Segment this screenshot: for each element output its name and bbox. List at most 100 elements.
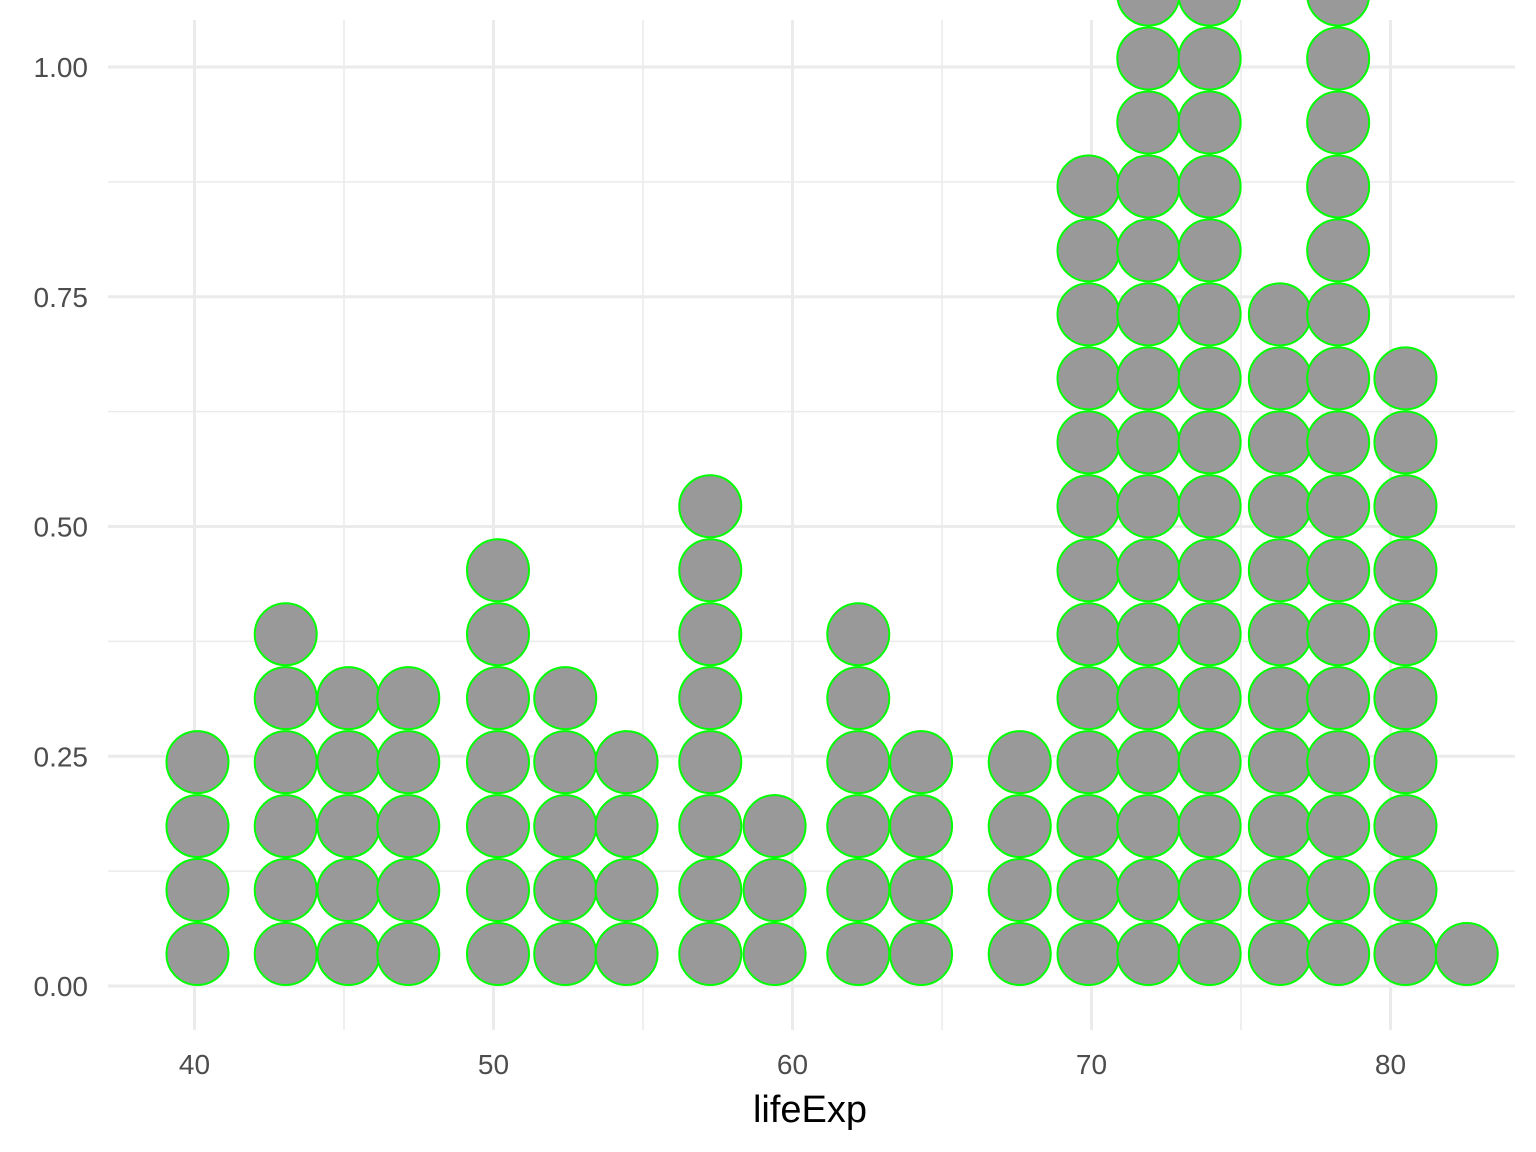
dot-point: [253, 666, 318, 731]
dot-point: [1247, 858, 1312, 923]
dot-point: [987, 730, 1052, 795]
dot-point: [376, 858, 441, 923]
dot-point: [1177, 218, 1242, 283]
dot-point: [316, 730, 381, 795]
dot-point: [1178, 0, 1242, 27]
dot-point: [376, 794, 441, 859]
dot-point: [1306, 794, 1371, 859]
dot-point: [1116, 730, 1181, 795]
dot-point: [465, 922, 530, 987]
dot-point: [1306, 26, 1371, 91]
y-tick-label: 0.75: [34, 282, 89, 313]
x-axis-tick-labels: 40 50 60 70 80: [179, 1049, 1406, 1080]
y-tick-label: 0.25: [34, 741, 89, 772]
dot-point: [465, 538, 530, 603]
dot-point: [1056, 538, 1121, 603]
dot-point: [1247, 666, 1312, 731]
dot-point: [165, 794, 230, 859]
dot-point: [1116, 474, 1181, 539]
dot-point: [1056, 154, 1121, 219]
dot-series: [165, 0, 1499, 987]
dot-point: [1373, 602, 1438, 667]
dot-point: [1177, 282, 1242, 347]
dot-point: [1116, 218, 1181, 283]
dot-point: [1177, 730, 1242, 795]
dot-point: [1056, 922, 1121, 987]
dot-point: [1247, 346, 1312, 411]
dot-point: [1177, 858, 1242, 923]
dot-point: [1116, 538, 1181, 603]
dot-point: [1306, 0, 1370, 27]
dot-point: [1373, 922, 1438, 987]
dot-point: [165, 730, 230, 795]
dot-point: [1177, 410, 1242, 475]
dot-point: [1306, 90, 1371, 155]
dot-point: [1056, 282, 1121, 347]
dot-point: [678, 538, 743, 603]
dot-point: [1116, 602, 1181, 667]
dot-point: [1306, 858, 1371, 923]
dot-point: [376, 666, 441, 731]
dot-point: [465, 730, 530, 795]
dot-point: [1373, 474, 1438, 539]
dot-point: [826, 794, 891, 859]
dot-point: [1056, 794, 1121, 859]
dot-point: [1056, 666, 1121, 731]
dot-point: [1373, 858, 1438, 923]
dot-point: [742, 922, 807, 987]
dot-point: [678, 922, 743, 987]
dot-point: [1177, 90, 1242, 155]
dot-point: [533, 730, 598, 795]
dot-point: [1373, 346, 1438, 411]
dot-point: [1116, 90, 1181, 155]
dot-point: [376, 922, 441, 987]
dot-point: [889, 730, 954, 795]
dot-point: [533, 858, 598, 923]
dot-point: [1116, 154, 1181, 219]
dot-point: [1116, 858, 1181, 923]
dot-point: [1247, 538, 1312, 603]
dot-point: [678, 730, 743, 795]
dot-point: [889, 858, 954, 923]
dot-point: [465, 858, 530, 923]
dot-point: [987, 922, 1052, 987]
dot-point: [1373, 730, 1438, 795]
y-tick-label: 0.00: [34, 971, 89, 1002]
y-axis-tick-labels: 0.00 0.25 0.50 0.75 1.00: [34, 52, 89, 1002]
dot-point: [316, 922, 381, 987]
dot-point: [533, 666, 598, 731]
dot-point: [678, 666, 743, 731]
dot-point: [1116, 0, 1180, 27]
dot-point: [826, 666, 891, 731]
dot-point: [826, 922, 891, 987]
dot-point: [1056, 410, 1121, 475]
y-tick-label: 0.50: [34, 512, 89, 543]
dot-point: [1247, 282, 1312, 347]
dot-point: [1306, 346, 1371, 411]
dot-point: [1177, 26, 1242, 91]
dot-point: [165, 922, 230, 987]
dot-point: [594, 858, 659, 923]
dot-point: [678, 858, 743, 923]
dot-point: [1306, 282, 1371, 347]
dot-point: [1247, 410, 1312, 475]
dot-point: [1177, 154, 1242, 219]
dot-point: [1116, 26, 1181, 91]
dot-point: [742, 794, 807, 859]
dot-point: [594, 794, 659, 859]
y-tick-label: 1.00: [34, 52, 89, 83]
dot-point: [889, 794, 954, 859]
dot-point: [678, 474, 743, 539]
dot-point: [253, 730, 318, 795]
dot-point: [1056, 474, 1121, 539]
dot-point: [742, 858, 807, 923]
x-tick-label: 40: [179, 1049, 210, 1080]
dot-point: [1434, 922, 1499, 987]
dot-point: [678, 794, 743, 859]
dot-point: [1056, 730, 1121, 795]
dot-point: [826, 602, 891, 667]
dot-point: [1373, 666, 1438, 731]
dot-point: [1056, 346, 1121, 411]
dot-point: [533, 794, 598, 859]
